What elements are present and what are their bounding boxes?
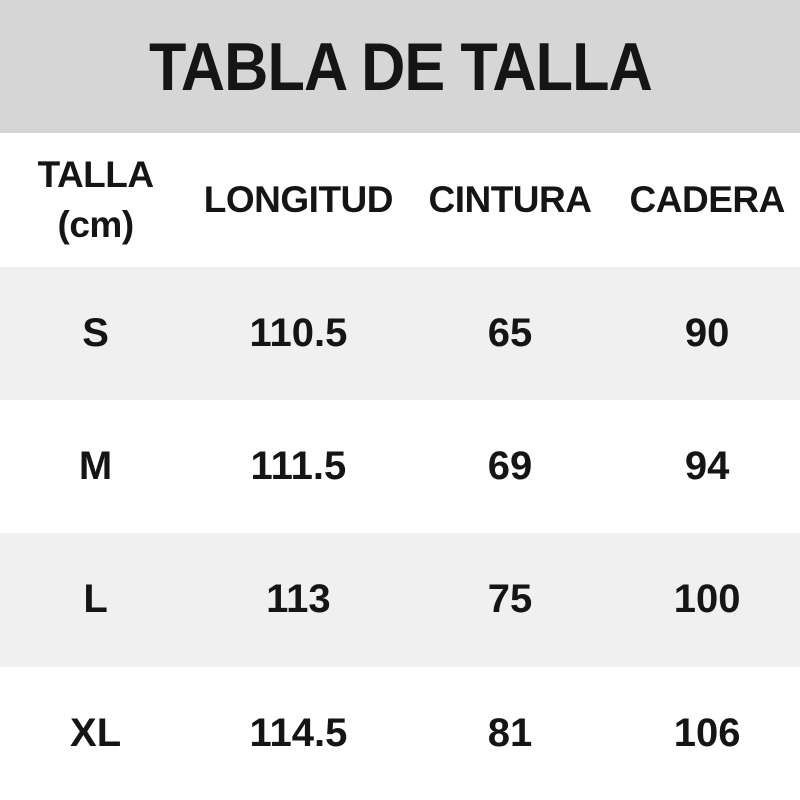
cell-cadera: 106: [673, 710, 741, 755]
cell-cadera: 90: [684, 310, 730, 355]
column-header-talla: TALLA (cm): [0, 133, 191, 266]
cell-talla: S: [82, 310, 109, 355]
column-header-cintura: CINTURA: [428, 178, 592, 220]
cell-talla: L: [83, 577, 108, 622]
cell-longitud: 114.5: [249, 710, 348, 755]
cell-longitud: 113: [266, 577, 331, 622]
column-header-cadera: CADERA: [629, 178, 786, 220]
cell-longitud: 111.5: [250, 444, 347, 489]
table-row-m: M 111.5 69 94: [0, 399, 800, 534]
cell-cintura: 69: [487, 444, 533, 489]
table-header-row: TALLA (cm) LONGITUD CINTURA CADERA: [0, 133, 800, 267]
cell-cadera: 94: [684, 444, 730, 489]
cell-cintura: 81: [487, 710, 533, 755]
cell-cadera: 100: [673, 577, 741, 622]
cell-longitud: 110.5: [249, 310, 348, 355]
cell-talla: XL: [70, 710, 122, 755]
page-title: TABLA DE TALLA: [148, 28, 653, 105]
column-header-longitud: LONGITUD: [203, 178, 394, 220]
table-row-xl: XL 114.5 81 106: [0, 666, 800, 800]
cell-cintura: 75: [487, 577, 533, 622]
column-header-talla-unit: (cm): [57, 203, 135, 245]
cell-talla: M: [78, 444, 113, 489]
cell-cintura: 65: [487, 310, 533, 355]
table-row-s: S 110.5 65 90: [0, 266, 800, 400]
title-band: TABLA DE TALLA: [0, 0, 800, 134]
table-row-l: L 113 75 100: [0, 533, 800, 667]
column-header-talla-label: TALLA: [37, 154, 155, 196]
